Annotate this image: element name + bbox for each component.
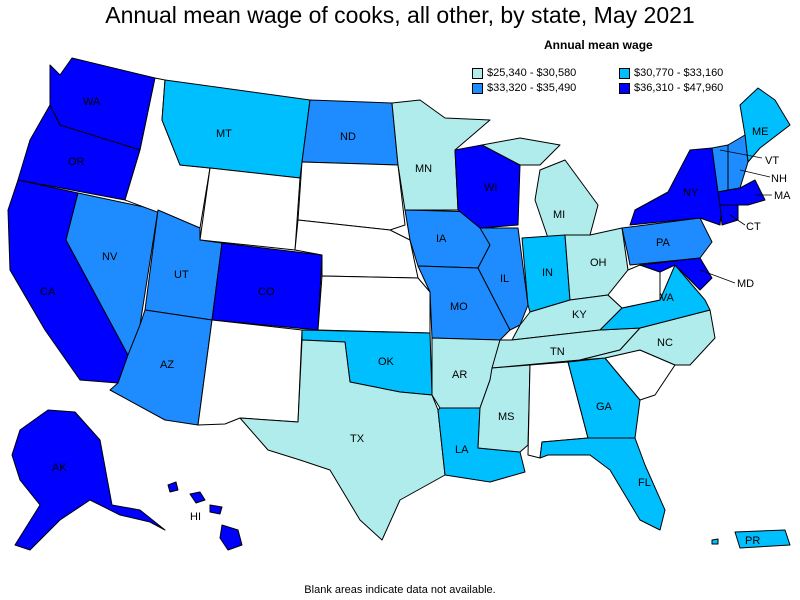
legend-item-4: $36,310 - $47,960	[619, 82, 723, 94]
state-hi-4[interactable]	[219, 524, 243, 551]
legend-label-2: $30,770 - $33,160	[634, 67, 724, 79]
label-nd: ND	[340, 131, 356, 143]
label-in: IN	[542, 267, 553, 279]
label-pr: PR	[745, 535, 760, 547]
state-hi-2[interactable]	[189, 491, 206, 504]
label-ma: MA	[774, 190, 791, 202]
legend-swatch-1	[472, 67, 483, 79]
label-fl: FL	[638, 477, 651, 489]
label-ga: GA	[596, 401, 613, 413]
legend-label-4: $36,310 - $47,960	[634, 82, 724, 94]
state-pr[interactable]	[734, 529, 791, 549]
label-co: CO	[258, 286, 275, 298]
legend-swatch-4	[619, 82, 630, 94]
state-ny[interactable]	[629, 147, 723, 226]
footnote: Blank areas indicate data not available.	[304, 584, 496, 596]
map-title: Annual mean wage of cooks, all other, by…	[105, 2, 695, 28]
label-mi: MI	[553, 209, 565, 221]
state-md[interactable]	[639, 257, 713, 291]
label-nh: NH	[771, 173, 787, 185]
state-nm[interactable]	[197, 319, 303, 426]
label-hi: HI	[190, 511, 201, 523]
state-sd[interactable]	[297, 161, 406, 231]
label-mo: MO	[450, 301, 468, 313]
legend-swatch-3	[472, 82, 483, 94]
leader-nh	[739, 169, 771, 178]
leader-ct	[729, 214, 746, 226]
label-or: OR	[68, 156, 85, 168]
state-il[interactable]	[477, 227, 529, 331]
label-az: AZ	[160, 359, 174, 371]
label-nc: NC	[657, 337, 673, 349]
state-ak[interactable]	[11, 409, 166, 551]
label-wi: WI	[484, 182, 497, 194]
label-la: LA	[455, 444, 469, 456]
legend-label-3: $33,320 - $35,490	[487, 82, 577, 94]
label-va: VA	[660, 292, 675, 304]
state-mi-up[interactable]	[481, 137, 561, 166]
label-ar: AR	[452, 369, 467, 381]
legend-item-3: $33,320 - $35,490	[472, 82, 576, 94]
state-mi[interactable]	[534, 159, 599, 239]
label-ia: IA	[436, 233, 447, 245]
leader-vt	[719, 149, 763, 159]
label-ut: UT	[174, 269, 189, 281]
label-vt: VT	[765, 155, 779, 167]
label-ms: MS	[498, 411, 515, 423]
label-ok: OK	[378, 356, 395, 368]
label-me: ME	[752, 126, 769, 138]
label-ak: AK	[52, 462, 67, 474]
label-wa: WA	[83, 96, 101, 108]
legend-swatch-2	[619, 67, 630, 79]
state-wy[interactable]	[199, 167, 301, 251]
label-ca: CA	[40, 286, 56, 298]
state-tx[interactable]	[239, 339, 446, 541]
state-ct[interactable]	[719, 204, 739, 226]
label-ct: CT	[746, 221, 761, 233]
label-md: MD	[737, 278, 754, 290]
label-oh: OH	[590, 257, 607, 269]
label-pa: PA	[656, 237, 671, 249]
label-tx: TX	[350, 433, 365, 445]
label-il: IL	[500, 273, 509, 285]
state-ks[interactable]	[317, 275, 431, 334]
state-fl[interactable]	[539, 437, 666, 531]
label-nv: NV	[102, 251, 118, 263]
state-me[interactable]	[739, 87, 791, 163]
leader-md	[699, 269, 736, 284]
legend-item-1: $25,340 - $30,580	[472, 67, 576, 79]
state-pr-island[interactable]	[711, 538, 719, 545]
state-hi-1[interactable]	[167, 481, 179, 493]
legend-label-1: $25,340 - $30,580	[487, 67, 577, 79]
label-ky: KY	[572, 309, 587, 321]
legend-title: Annual mean wage	[544, 38, 653, 52]
label-mn: MN	[415, 163, 432, 175]
legend-item-2: $30,770 - $33,160	[619, 67, 723, 79]
label-mt: MT	[216, 128, 232, 140]
state-hi-3[interactable]	[209, 504, 223, 515]
state-nh[interactable]	[727, 134, 749, 191]
label-ny: NY	[683, 187, 699, 199]
label-tn: TN	[550, 346, 565, 358]
state-mt[interactable]	[161, 79, 311, 179]
